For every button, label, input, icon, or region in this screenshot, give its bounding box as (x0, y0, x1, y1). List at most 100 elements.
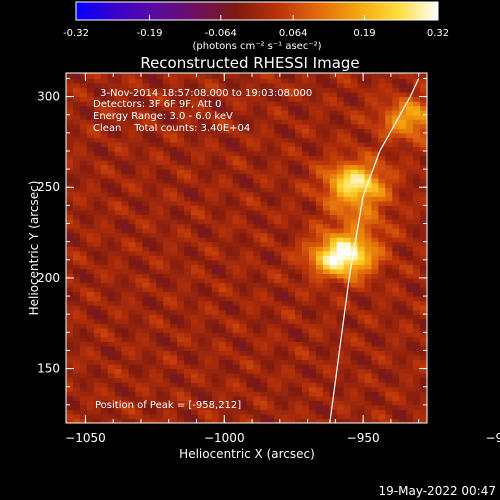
heatmap-cell (399, 205, 407, 211)
heatmap-cell (260, 386, 268, 392)
heatmap-cell (100, 137, 109, 143)
heatmap-cell (163, 314, 171, 320)
heatmap-cell (72, 382, 81, 388)
heatmap-cell (93, 209, 102, 215)
heatmap-cell (336, 141, 345, 147)
heatmap-cell (177, 73, 185, 75)
heatmap-cell (156, 355, 164, 361)
heatmap-cell (239, 132, 248, 138)
heatmap-cell (399, 250, 407, 256)
heatmap-cell (420, 101, 427, 107)
heatmap-cell (142, 273, 150, 279)
heatmap-cell (413, 318, 421, 324)
heatmap-cell (86, 277, 95, 283)
heatmap-cell (274, 132, 282, 138)
heatmap-cell (420, 291, 427, 297)
heatmap-cell (260, 373, 268, 379)
heatmap-cell (413, 123, 421, 129)
heatmap-cell (288, 382, 296, 388)
colorbar-gradient (76, 2, 438, 20)
heatmap-cell (288, 209, 296, 215)
heatmap-cell (191, 309, 199, 315)
heatmap-cell (211, 92, 220, 98)
heatmap-cell (309, 219, 317, 225)
heatmap-cell (350, 73, 359, 79)
heatmap-cell (107, 386, 116, 392)
heatmap-cell (274, 237, 282, 243)
heatmap-cell (114, 300, 123, 306)
heatmap-cell (336, 287, 345, 293)
heatmap-cell (246, 327, 254, 333)
heatmap-cell (253, 78, 261, 84)
heatmap-cell (197, 128, 206, 134)
heatmap-cell (288, 101, 296, 107)
heatmap-cell (170, 182, 178, 188)
heatmap-cell (86, 300, 95, 306)
heatmap-cell (142, 323, 150, 329)
heatmap-cell (107, 350, 116, 356)
heatmap-cell (315, 73, 324, 75)
info-peak: Position of Peak = [-958,212] (95, 400, 241, 411)
heatmap-cell (253, 350, 261, 356)
heatmap-cell (239, 146, 248, 152)
heatmap-cell (295, 137, 303, 143)
heatmap-cell (399, 382, 407, 388)
heatmap-cell (121, 391, 129, 397)
heatmap-cell (281, 395, 289, 401)
heatmap-cell (322, 187, 331, 193)
heatmap-cell (191, 101, 199, 107)
heatmap-cell (406, 359, 414, 365)
heatmap-cell (315, 110, 324, 116)
heatmap-cell (336, 327, 345, 333)
heatmap-cell (399, 377, 407, 383)
heatmap-cell (142, 160, 150, 166)
heatmap-cell (267, 73, 275, 79)
heatmap-cell (72, 123, 81, 129)
heatmap-cell (66, 277, 74, 283)
heatmap-cell (246, 101, 254, 107)
heatmap-cell (309, 395, 317, 401)
heatmap-cell (86, 178, 95, 184)
heatmap-cell (302, 178, 310, 184)
heatmap-cell (72, 128, 81, 134)
heatmap-cell (322, 83, 331, 89)
heatmap-cell (246, 386, 254, 392)
heatmap-cell (378, 359, 386, 365)
heatmap-cell (364, 314, 372, 320)
heatmap-cell (156, 96, 164, 102)
heatmap-cell (357, 400, 366, 406)
heatmap-cell (385, 400, 393, 406)
heatmap-cell (66, 123, 74, 129)
heatmap-cell (343, 119, 352, 125)
heatmap-cell (66, 155, 74, 161)
heatmap-cell (121, 268, 129, 274)
heatmap-cell (309, 73, 317, 75)
heatmap-cell (315, 101, 324, 107)
heatmap-cell (413, 404, 421, 410)
heatmap-cell (392, 296, 400, 302)
heatmap-cell (239, 332, 248, 338)
heatmap-cell (86, 151, 95, 157)
heatmap-cell (260, 246, 268, 252)
heatmap-cell (211, 246, 220, 252)
heatmap-cell (170, 241, 178, 247)
heatmap-cell (246, 314, 254, 320)
heatmap-cell (114, 364, 123, 370)
heatmap-cell (79, 355, 88, 361)
heatmap-cell (260, 209, 268, 215)
heatmap-cell (79, 141, 88, 147)
heatmap-cell (253, 160, 261, 166)
heatmap-cell (350, 287, 359, 293)
heatmap-cell (357, 345, 366, 351)
heatmap-cell (156, 404, 164, 410)
heatmap-cell (177, 101, 185, 107)
heatmap-cell (225, 318, 234, 324)
heatmap-cell (100, 173, 109, 179)
heatmap-cell (156, 377, 164, 383)
heatmap-cell (86, 105, 95, 111)
heatmap-cell (329, 327, 338, 333)
heatmap-cell (295, 305, 303, 311)
heatmap-cell (420, 305, 427, 311)
heatmap-cell (142, 345, 150, 351)
heatmap-cell (100, 282, 109, 288)
